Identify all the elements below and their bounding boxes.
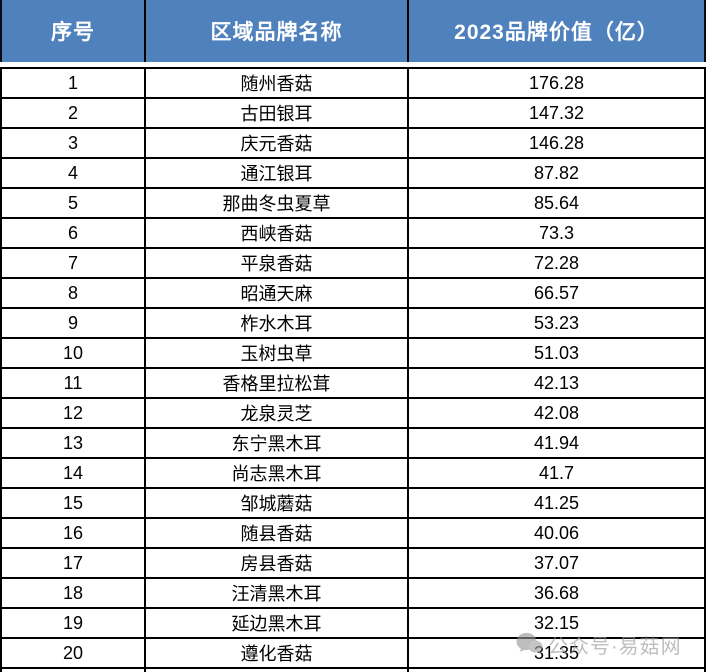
cell-brand-value: 41.7	[407, 459, 704, 487]
table-row: 15 邹城蘑菇 41.25	[2, 489, 704, 519]
table-row: 12 龙泉灵芝 42.08	[2, 399, 704, 429]
table-row: 9 柞水木耳 53.23	[2, 309, 704, 339]
cell-index: 2	[67, 102, 78, 123]
cell-brand-value: 72.28	[407, 249, 704, 277]
cell-brand-value: 51.03	[407, 339, 704, 367]
cell-index: 12	[62, 402, 84, 423]
cell-index: 5	[67, 192, 78, 213]
table-row: 1 随州香菇 176.28	[2, 69, 704, 99]
table-row: 4 通江银耳 87.82	[2, 159, 704, 189]
cell-index: 20	[62, 642, 84, 663]
table-row: 16 随县香菇 40.06	[2, 519, 704, 549]
cell-brand-name: 通江银耳	[144, 159, 407, 187]
cell-brand-value: 146.28	[407, 129, 704, 157]
cell-index: 4	[67, 162, 78, 183]
table-row: 8 昭通天麻 66.57	[2, 279, 704, 309]
cell-brand-name: 遵化香菇	[144, 639, 407, 667]
cell-brand-value	[407, 669, 704, 672]
cell-brand-value: 87.82	[407, 159, 704, 187]
cell-index: 13	[62, 432, 84, 453]
cell-brand-value: 147.32	[407, 99, 704, 127]
header-body-gap	[0, 62, 706, 67]
cell-brand-name: 玉树虫草	[144, 339, 407, 367]
column-header-index: 序号	[51, 21, 95, 44]
cell-brand-value: 32.15	[407, 609, 704, 637]
table-row: 13 东宁黑木耳 41.94	[2, 429, 704, 459]
column-header-brand-name: 区域品牌名称	[144, 0, 407, 62]
cell-brand-name: 西峡香菇	[144, 219, 407, 247]
cell-index: 11	[63, 372, 83, 393]
cell-index: 16	[62, 522, 84, 543]
table-row: 11 香格里拉松茸 42.13	[2, 369, 704, 399]
table-row-cutoff	[2, 669, 704, 672]
column-header-brand-value: 2023品牌价值（亿）	[407, 0, 704, 62]
cell-brand-name: 庆元香菇	[144, 129, 407, 157]
cell-index: 18	[62, 582, 84, 603]
cell-brand-value: 37.07	[407, 549, 704, 577]
cell-index: 7	[67, 252, 78, 273]
cell-index: 10	[62, 342, 84, 363]
cell-index: 19	[62, 612, 84, 633]
cell-brand-name: 尚志黑木耳	[144, 459, 407, 487]
cell-brand-name	[144, 669, 407, 672]
cell-brand-value: 42.08	[407, 399, 704, 427]
table-row: 5 那曲冬虫夏草 85.64	[2, 189, 704, 219]
cell-brand-name: 邹城蘑菇	[144, 489, 407, 517]
table-row: 17 房县香菇 37.07	[2, 549, 704, 579]
table-row: 3 庆元香菇 146.28	[2, 129, 704, 159]
cell-brand-name: 平泉香菇	[144, 249, 407, 277]
table-row: 10 玉树虫草 51.03	[2, 339, 704, 369]
cell-index: 15	[62, 492, 84, 513]
cell-brand-value: 41.25	[407, 489, 704, 517]
cell-brand-value: 31.35	[407, 639, 704, 667]
cell-brand-name: 古田银耳	[144, 99, 407, 127]
cell-brand-value: 53.23	[407, 309, 704, 337]
table-row: 7 平泉香菇 72.28	[2, 249, 704, 279]
cell-index: 6	[67, 222, 78, 243]
table-row: 6 西峡香菇 73.3	[2, 219, 704, 249]
cell-brand-value: 73.3	[407, 219, 704, 247]
cell-brand-name: 延边黑木耳	[144, 609, 407, 637]
table-row: 14 尚志黑木耳 41.7	[2, 459, 704, 489]
cell-brand-name: 房县香菇	[144, 549, 407, 577]
cell-index: 1	[67, 72, 78, 93]
cell-brand-value: 36.68	[407, 579, 704, 607]
cell-index: 14	[62, 462, 84, 483]
table-row: 19 延边黑木耳 32.15	[2, 609, 704, 639]
cell-brand-name: 昭通天麻	[144, 279, 407, 307]
cell-brand-value: 42.13	[407, 369, 704, 397]
cell-index: 9	[67, 312, 78, 333]
table-body: 1 随州香菇 176.28 2 古田银耳 147.32 3 庆元香菇 146.2…	[0, 67, 706, 672]
cell-brand-name: 东宁黑木耳	[144, 429, 407, 457]
table-row: 20 遵化香菇 31.35	[2, 639, 704, 669]
cell-brand-value: 85.64	[407, 189, 704, 217]
table-header-row: 序号 区域品牌名称 2023品牌价值（亿）	[0, 0, 706, 62]
cell-brand-value: 40.06	[407, 519, 704, 547]
cell-index: 17	[62, 552, 84, 573]
cell-brand-value: 176.28	[407, 69, 704, 97]
cell-brand-name: 那曲冬虫夏草	[144, 189, 407, 217]
cell-index: 8	[67, 282, 78, 303]
cell-brand-name: 汪清黑木耳	[144, 579, 407, 607]
cell-brand-value: 41.94	[407, 429, 704, 457]
cell-index: 3	[67, 132, 78, 153]
cell-brand-name: 随县香菇	[144, 519, 407, 547]
cell-brand-name: 随州香菇	[144, 69, 407, 97]
cell-brand-name: 龙泉灵芝	[144, 399, 407, 427]
cell-brand-value: 66.57	[407, 279, 704, 307]
table-row: 18 汪清黑木耳 36.68	[2, 579, 704, 609]
cell-brand-name: 香格里拉松茸	[144, 369, 407, 397]
cell-brand-name: 柞水木耳	[144, 309, 407, 337]
table-row: 2 古田银耳 147.32	[2, 99, 704, 129]
